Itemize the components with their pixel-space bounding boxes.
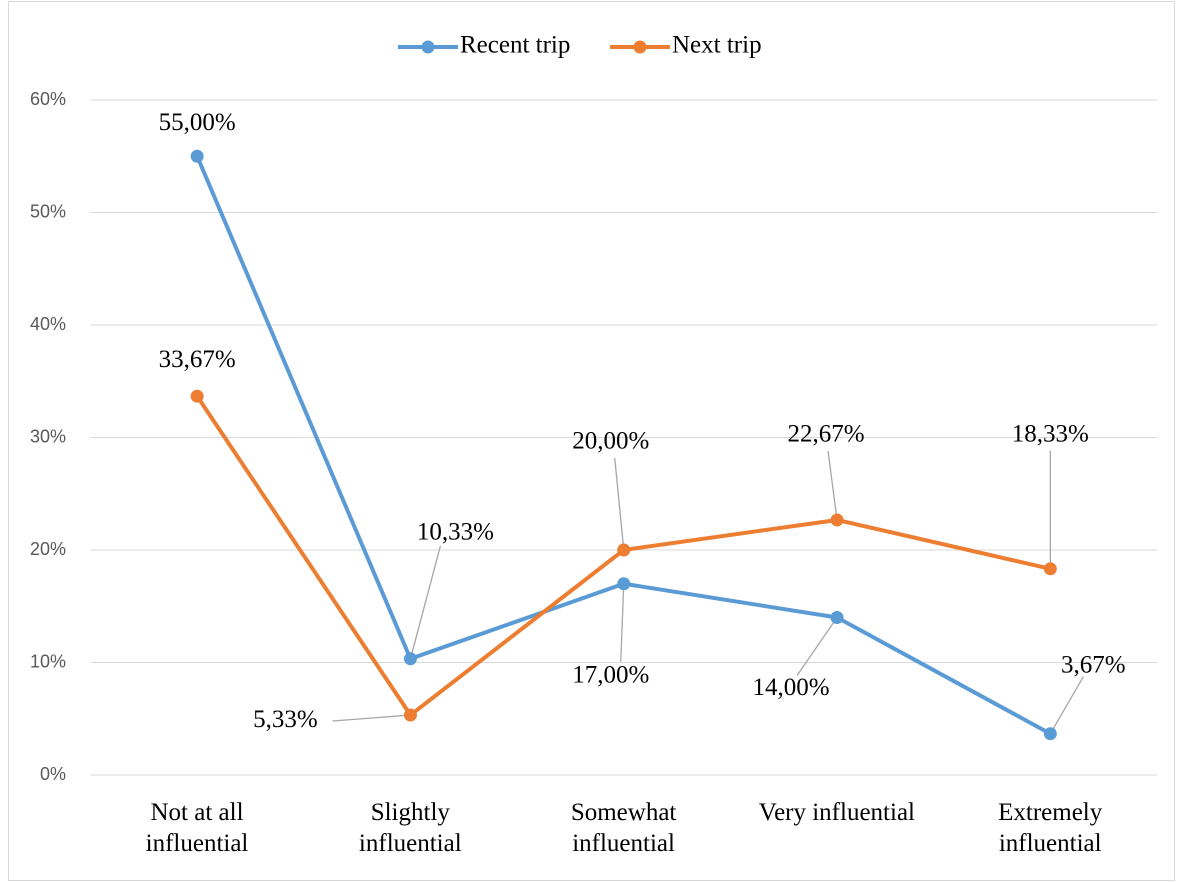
data-point xyxy=(190,149,204,163)
y-tick-label: 30% xyxy=(30,426,66,446)
data-point xyxy=(403,652,417,666)
data-point xyxy=(617,577,631,591)
leader-line xyxy=(614,457,625,551)
leader-line xyxy=(1049,676,1084,735)
leader-line xyxy=(620,583,625,662)
data-label: 55,00% xyxy=(159,109,236,136)
y-tick-label: 10% xyxy=(30,651,66,671)
leader-line xyxy=(409,545,442,659)
data-label: 20,00% xyxy=(572,428,649,455)
data-point xyxy=(830,513,844,527)
x-tick-label: Extremely influential xyxy=(998,799,1103,857)
y-tick-label: 60% xyxy=(30,89,66,109)
data-point xyxy=(617,543,631,557)
x-tick-label: Slightly influential xyxy=(358,799,462,857)
y-tick-label: 20% xyxy=(30,539,66,559)
chart-border xyxy=(8,1,1175,881)
data-point xyxy=(1043,562,1057,576)
legend-label: Next trip xyxy=(672,32,762,59)
legend-label: Recent trip xyxy=(460,32,570,59)
y-tick-label: 40% xyxy=(30,314,66,334)
x-tick-label: Very influential xyxy=(758,799,915,826)
data-label: 5,33% xyxy=(253,706,318,733)
leader-line xyxy=(332,714,411,722)
x-tick-label: Not at all influential xyxy=(145,799,249,857)
x-tick-label: Somewhat influential xyxy=(570,799,677,857)
data-label: 14,00% xyxy=(753,674,830,701)
data-label: 18,33% xyxy=(1012,421,1089,448)
leader-line xyxy=(796,617,838,676)
data-label: 17,00% xyxy=(572,661,649,688)
legend-marker xyxy=(633,40,647,54)
data-point xyxy=(403,708,417,722)
data-label: 33,67% xyxy=(159,346,236,373)
data-label: 22,67% xyxy=(788,421,865,448)
leader-line xyxy=(827,450,838,521)
data-point xyxy=(830,611,844,624)
data-label: 3,67% xyxy=(1061,651,1126,678)
data-point xyxy=(190,389,204,403)
data-label: 10,33% xyxy=(417,519,494,546)
y-tick-label: 50% xyxy=(30,201,66,221)
y-tick-label: 0% xyxy=(40,764,66,784)
data-point xyxy=(1043,727,1057,741)
legend-marker xyxy=(421,40,435,54)
